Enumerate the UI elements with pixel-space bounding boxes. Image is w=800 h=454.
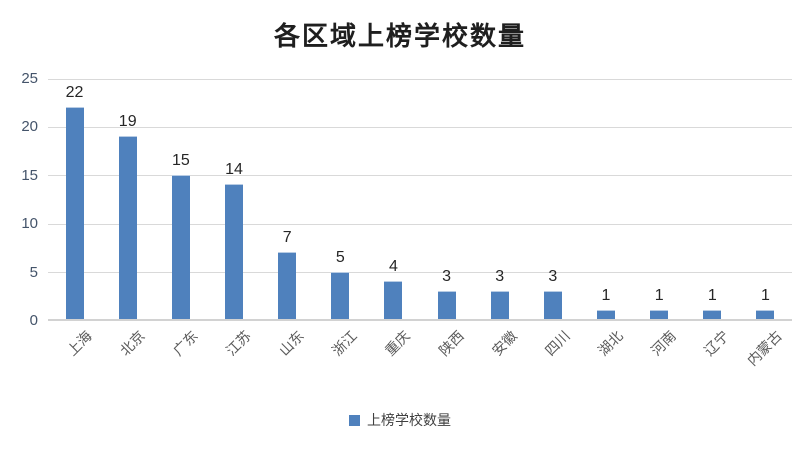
data-label: 22 xyxy=(65,84,84,102)
bar-北京[interactable] xyxy=(118,136,137,319)
legend[interactable]: 上榜学校数量 xyxy=(0,410,800,430)
plot-area: 0 5 10 15 20 25 22 上海 19 北京 15 广东 14 江苏 7 山东 5 浙江 4 重庆 3 陕西 3 安… xyxy=(21,71,792,369)
bar-山东[interactable] xyxy=(278,252,297,319)
x-axis-tick-label-陕西: 陕西 xyxy=(436,328,468,360)
gridline xyxy=(48,78,792,80)
x-axis-tick-label-广东: 广东 xyxy=(170,328,202,360)
bar-河南[interactable] xyxy=(650,310,669,319)
legend-swatch-icon xyxy=(349,414,360,426)
legend-label: 上榜学校数量 xyxy=(367,413,451,429)
data-label: 15 xyxy=(171,151,190,169)
bar-陕西[interactable] xyxy=(437,290,456,319)
data-label: 1 xyxy=(707,287,717,305)
data-label: 19 xyxy=(118,113,137,131)
x-axis-line xyxy=(48,319,792,321)
chart-title: 各区域上榜学校数量 xyxy=(273,22,526,52)
y-axis-tick-label: 5 xyxy=(29,263,38,281)
gridline xyxy=(48,223,792,225)
y-axis-tick-label: 0 xyxy=(29,312,38,329)
data-label: 1 xyxy=(760,287,770,305)
y-axis-tick-label: 15 xyxy=(21,166,38,184)
gridline xyxy=(48,126,792,128)
x-axis-tick-label-浙江: 浙江 xyxy=(329,328,361,360)
data-label: 14 xyxy=(225,161,243,179)
gridline xyxy=(48,272,792,274)
x-axis-tick-label-湖北: 湖北 xyxy=(595,328,627,360)
data-label: 1 xyxy=(654,287,664,305)
y-axis-tick-label: 20 xyxy=(21,118,38,136)
bar-内蒙古[interactable] xyxy=(756,310,775,319)
x-axis-tick-label-河南: 河南 xyxy=(648,328,680,360)
data-label: 1 xyxy=(601,287,611,305)
x-axis-tick-label-四川: 四川 xyxy=(542,328,574,360)
bar-重庆[interactable] xyxy=(384,281,403,319)
x-axis-tick-label-上海: 上海 xyxy=(64,328,96,360)
bar-湖北[interactable] xyxy=(597,310,615,319)
data-label: 7 xyxy=(282,229,292,247)
bar-辽宁[interactable] xyxy=(703,310,722,319)
x-axis-tick-label-内蒙古: 内蒙古 xyxy=(745,328,787,370)
bar-江苏[interactable] xyxy=(225,184,243,319)
x-axis-tick-label-辽宁: 辽宁 xyxy=(701,328,733,360)
x-axis-tick-label-重庆: 重庆 xyxy=(382,328,415,360)
bar-安徽[interactable] xyxy=(490,290,509,319)
x-axis-tick-label-江苏: 江苏 xyxy=(223,328,255,360)
bar-浙江[interactable] xyxy=(331,271,350,319)
x-axis-tick-label-安徽: 安徽 xyxy=(489,328,521,360)
y-axis-tick-label: 10 xyxy=(21,215,38,233)
data-label: 3 xyxy=(495,267,505,285)
gridline xyxy=(48,175,792,177)
data-label: 5 xyxy=(335,248,345,266)
x-axis-tick-label-山东: 山东 xyxy=(276,328,308,360)
bar-四川[interactable] xyxy=(543,290,562,319)
data-label: 3 xyxy=(548,267,558,285)
x-axis-tick-label-北京: 北京 xyxy=(117,328,149,360)
data-label: 3 xyxy=(442,267,452,285)
y-axis-tick-label: 25 xyxy=(21,70,38,87)
data-label: 4 xyxy=(388,258,398,276)
bar-上海[interactable] xyxy=(65,107,84,319)
bar-广东[interactable] xyxy=(171,174,190,319)
